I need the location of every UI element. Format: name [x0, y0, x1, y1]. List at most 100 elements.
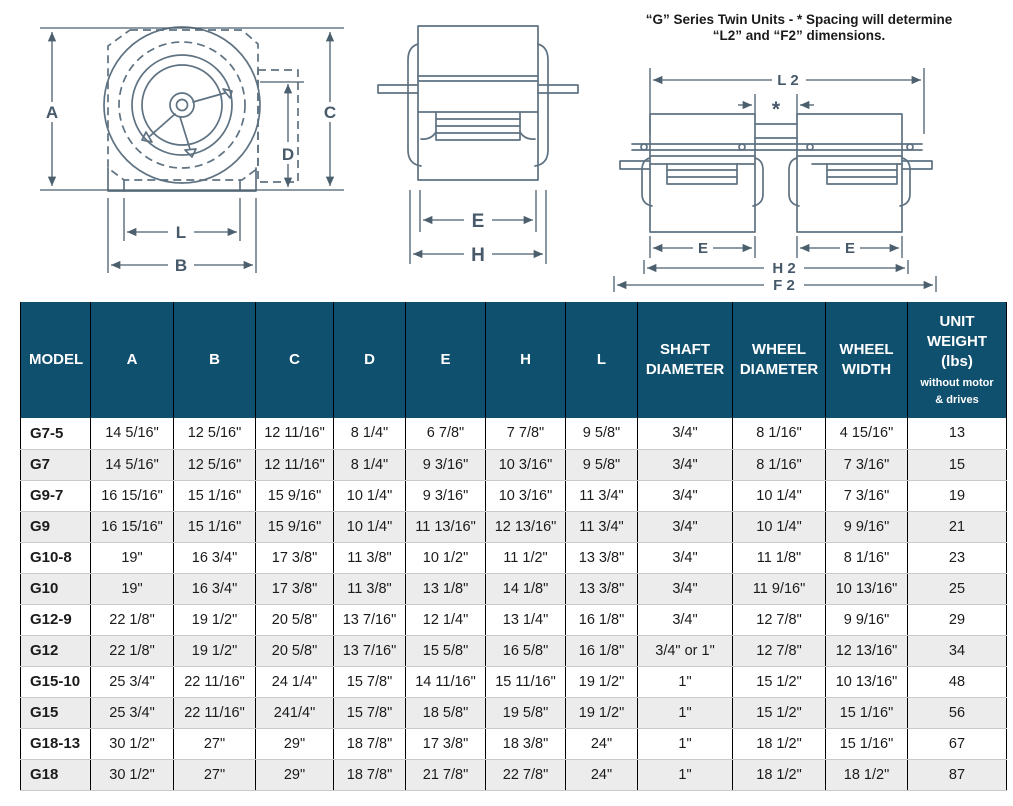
value-cell: 20 5/8" [255, 604, 334, 636]
value-cell: 24" [565, 759, 638, 791]
value-cell: 3/4" [637, 511, 733, 543]
table-row: G15-10 25 3/4" 22 11/16" 24 1/4" 15 7/8" 14 1… [20, 666, 1007, 698]
value-cell: 10 13/16" [825, 666, 908, 698]
table-body: G7-5 14 5/16" 12 5/16" 12 11/16" 8 1/4" 6 7/8… [20, 418, 1007, 791]
twin-units-diagram: “G” Series Twin Units - * Spacing will d… [592, 6, 1007, 302]
value-cell: 14 1/8" [485, 573, 566, 605]
dim-label-a: A [46, 103, 58, 122]
value-cell: 8 1/16" [732, 418, 826, 450]
value-cell: 10 1/4" [732, 480, 826, 512]
value-cell: 10 13/16" [825, 573, 908, 605]
value-cell: 9 5/8" [565, 449, 638, 481]
value-cell: 8 1/16" [825, 542, 908, 574]
column-header: UNIT WEIGHT (lbs) without motor & drives [907, 302, 1007, 418]
front-view-diagram: E H [358, 8, 598, 293]
side-view-diagram: A C D L B [12, 8, 357, 298]
value-cell: 17 3/8" [405, 728, 486, 760]
value-cell: 19" [90, 542, 174, 574]
value-cell: 15 1/16" [173, 480, 256, 512]
dim-label-e-right: E [845, 240, 855, 257]
dim-label-f2: F 2 [773, 277, 795, 294]
value-cell: 22 1/8" [90, 604, 174, 636]
value-cell: 1" [637, 697, 733, 729]
value-cell: 16 15/16" [90, 480, 174, 512]
value-cell: 30 1/2" [90, 759, 174, 791]
value-cell: 22 11/16" [173, 697, 256, 729]
dim-label-l: L [176, 223, 186, 242]
value-cell: 10 3/16" [485, 449, 566, 481]
value-cell: 16 3/4" [173, 542, 256, 574]
value-cell: 15 7/8" [333, 697, 406, 729]
value-cell: 18 7/8" [333, 728, 406, 760]
column-header: C [255, 302, 334, 418]
value-cell: 34 [907, 635, 1007, 667]
value-cell: 22 7/8" [485, 759, 566, 791]
value-cell: 15 1/16" [825, 728, 908, 760]
value-cell: 56 [907, 697, 1007, 729]
dim-label-c: C [324, 103, 336, 122]
column-header: L [565, 302, 638, 418]
value-cell: 24" [565, 728, 638, 760]
value-cell: 15 5/8" [405, 635, 486, 667]
value-cell: 9 9/16" [825, 604, 908, 636]
value-cell: 48 [907, 666, 1007, 698]
value-cell: 11 9/16" [732, 573, 826, 605]
value-cell: 3/4" [637, 480, 733, 512]
value-cell: 12 5/16" [173, 418, 256, 450]
value-cell: 6 7/8" [405, 418, 486, 450]
table-row: G18 30 1/2" 27" 29" 18 7/8" 21 7/8" 22 7/8" 24"… [20, 759, 1007, 791]
value-cell: 3/4" [637, 418, 733, 450]
dim-label-l2: L 2 [777, 72, 798, 89]
value-cell: 12 7/8" [732, 604, 826, 636]
value-cell: 3/4" [637, 604, 733, 636]
value-cell: 12 1/4" [405, 604, 486, 636]
value-cell: 1" [637, 759, 733, 791]
value-cell: 12 13/16" [485, 511, 566, 543]
model-cell: G7-5 [20, 418, 91, 450]
dim-label-e: E [472, 211, 485, 232]
value-cell: 13 3/8" [565, 573, 638, 605]
value-cell: 24 1/4" [255, 666, 334, 698]
table-row: G18-13 30 1/2" 27" 29" 18 7/8" 17 3/8" 18 3/8"… [20, 728, 1007, 760]
value-cell: 14 11/16" [405, 666, 486, 698]
value-cell: 19 5/8" [485, 697, 566, 729]
value-cell: 9 5/8" [565, 418, 638, 450]
model-cell: G9-7 [20, 480, 91, 512]
value-cell: 1" [637, 666, 733, 698]
value-cell: 29" [255, 759, 334, 791]
value-cell: 13 7/16" [333, 635, 406, 667]
dim-label-d: D [282, 145, 294, 164]
value-cell: 16 1/8" [565, 604, 638, 636]
value-cell: 18 5/8" [405, 697, 486, 729]
model-cell: G18 [20, 759, 91, 791]
value-cell: 13 7/16" [333, 604, 406, 636]
value-cell: 10 1/2" [405, 542, 486, 574]
value-cell: 7 3/16" [825, 449, 908, 481]
column-header: WHEEL DIAMETER [732, 302, 826, 418]
value-cell: 15 [907, 449, 1007, 481]
column-header: B [173, 302, 256, 418]
table-row: G9 16 15/16" 15 1/16" 15 9/16" 10 1/4" 11 13/… [20, 511, 1007, 543]
table-row: G12 22 1/8" 19 1/2" 20 5/8" 13 7/16" 15 5/8" 1… [20, 635, 1007, 667]
value-cell: 25 3/4" [90, 697, 174, 729]
table-row: G15 25 3/4" 22 11/16" 241/4" 15 7/8" 18 5/8" 1… [20, 697, 1007, 729]
value-cell: 9 3/16" [405, 480, 486, 512]
column-header: WHEEL WIDTH [825, 302, 908, 418]
value-cell: 8 1/16" [732, 449, 826, 481]
value-cell: 19 [907, 480, 1007, 512]
value-cell: 11 3/8" [333, 573, 406, 605]
diagram-area: A C D L B [0, 0, 1013, 302]
value-cell: 12 11/16" [255, 418, 334, 450]
value-cell: 87 [907, 759, 1007, 791]
value-cell: 16 15/16" [90, 511, 174, 543]
dim-label-spacing: * [772, 98, 781, 121]
value-cell: 15 1/2" [732, 666, 826, 698]
value-cell: 20 5/8" [255, 635, 334, 667]
value-cell: 22 1/8" [90, 635, 174, 667]
value-cell: 9 9/16" [825, 511, 908, 543]
value-cell: 12 7/8" [732, 635, 826, 667]
model-cell: G10-8 [20, 542, 91, 574]
dim-label-h2: H 2 [772, 260, 795, 277]
value-cell: 11 1/2" [485, 542, 566, 574]
model-cell: G10 [20, 573, 91, 605]
